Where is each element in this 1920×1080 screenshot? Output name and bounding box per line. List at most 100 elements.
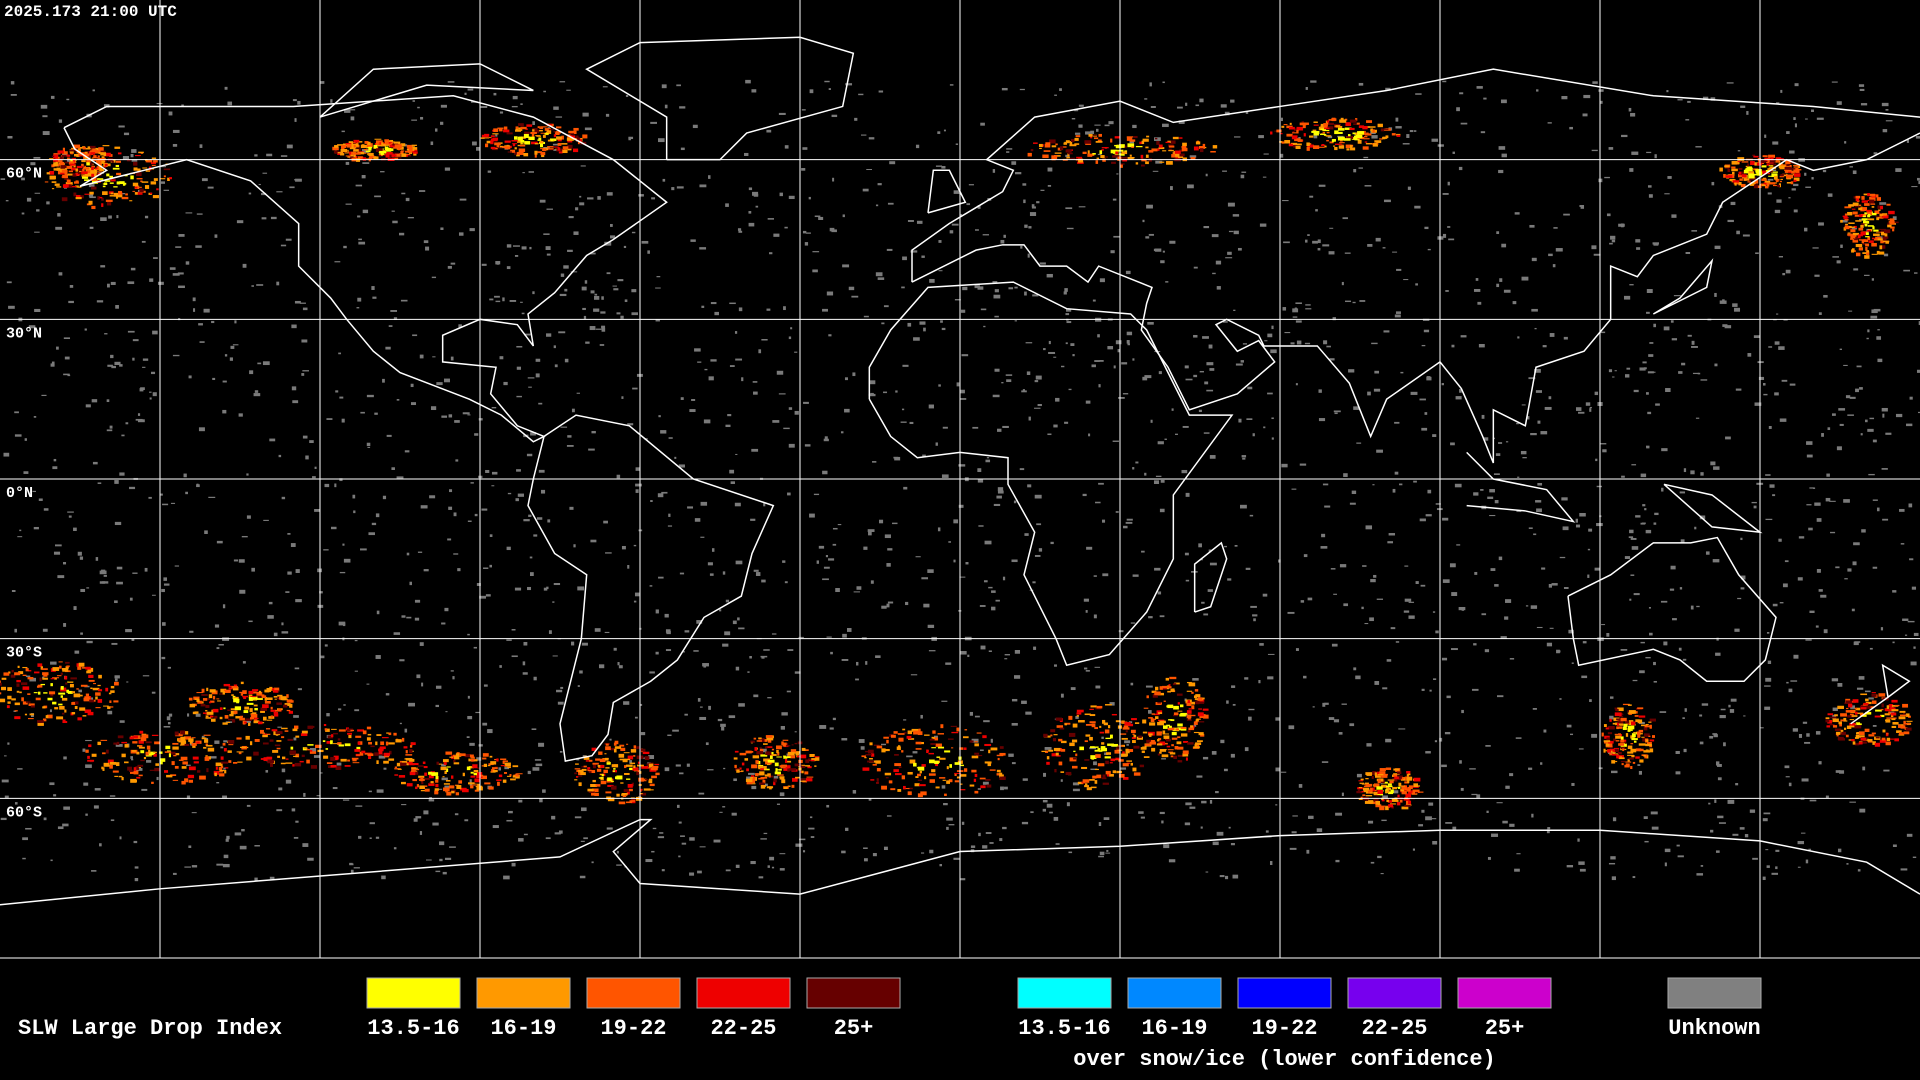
cloud-pixel (1002, 425, 1009, 429)
cloud-pixel (1196, 740, 1203, 743)
cloud-pixel (1646, 289, 1653, 294)
cloud-pixel (1388, 804, 1394, 808)
cloud-pixel (1106, 849, 1109, 852)
cloud-pixel (629, 767, 634, 771)
cloud-pixel (988, 650, 992, 652)
cloud-pixel (96, 155, 100, 158)
cloud-pixel (725, 869, 731, 872)
cloud-pixel (965, 561, 969, 565)
cloud-pixel (1381, 784, 1387, 788)
cloud-pixel (109, 795, 116, 797)
cloud-pixel (315, 744, 322, 749)
cloud-pixel (783, 306, 786, 311)
cloud-pixel (141, 240, 146, 243)
cloud-pixel (220, 688, 227, 693)
cloud-pixel (295, 569, 300, 573)
cloud-pixel (1389, 780, 1394, 784)
cloud-pixel (129, 736, 134, 740)
cloud-pixel (1509, 773, 1514, 777)
cloud-pixel (86, 670, 92, 674)
cloud-pixel (1852, 741, 1856, 745)
cloud-pixel (1627, 754, 1634, 756)
cloud-pixel (72, 157, 76, 160)
cloud-pixel (217, 700, 221, 702)
cloud-pixel (11, 698, 16, 701)
cloud-pixel (334, 483, 337, 488)
cloud-pixel (527, 377, 535, 379)
cloud-pixel (1654, 512, 1659, 516)
cloud-pixel (453, 759, 456, 762)
cloud-pixel (1831, 678, 1839, 682)
cloud-pixel (1158, 371, 1162, 375)
cloud-pixel (1432, 434, 1437, 438)
cloud-pixel (236, 737, 242, 740)
cloud-pixel (393, 632, 401, 635)
cloud-pixel (1099, 360, 1104, 362)
cloud-pixel (1417, 791, 1424, 793)
cloud-pixel (794, 671, 801, 674)
cloud-pixel (1872, 439, 1877, 443)
cloud-pixel (492, 825, 499, 829)
cloud-pixel (97, 698, 103, 703)
cloud-pixel (1167, 749, 1174, 751)
cloud-pixel (136, 191, 143, 195)
cloud-pixel (1148, 733, 1153, 736)
cloud-pixel (1820, 594, 1827, 598)
cloud-pixel (1591, 149, 1598, 152)
cloud-pixel (1696, 605, 1700, 608)
cloud-pixel (1616, 754, 1620, 759)
cloud-pixel (50, 693, 54, 697)
cloud-pixel (424, 785, 428, 787)
cloud-pixel (815, 757, 820, 761)
cloud-pixel (914, 783, 920, 787)
cloud-pixel (809, 816, 813, 819)
cloud-pixel (686, 763, 690, 767)
cloud-pixel (258, 721, 263, 725)
cloud-pixel (545, 246, 551, 250)
cloud-pixel (106, 429, 113, 432)
cloud-pixel (898, 766, 902, 768)
cloud-pixel (185, 212, 193, 214)
cloud-pixel (1630, 721, 1636, 726)
cloud-pixel (553, 583, 561, 586)
cloud-pixel (366, 394, 374, 398)
cloud-pixel (1101, 742, 1105, 745)
cloud-pixel (1816, 518, 1822, 522)
cloud-pixel (289, 186, 295, 189)
cloud-pixel (1105, 737, 1111, 740)
cloud-pixel (581, 807, 587, 812)
cloud-pixel (88, 674, 94, 678)
cloud-pixel (1174, 746, 1179, 750)
cloud-pixel (813, 493, 820, 496)
cloud-pixel (110, 179, 116, 182)
cloud-pixel (738, 703, 745, 707)
cloud-pixel (1481, 414, 1485, 419)
cloud-pixel (1695, 417, 1700, 419)
cloud-pixel (705, 742, 709, 746)
cloud-pixel (1865, 701, 1872, 705)
cloud-pixel (627, 755, 634, 760)
cloud-pixel (1884, 713, 1890, 716)
cloud-pixel (786, 760, 792, 763)
cloud-pixel (94, 150, 102, 153)
cloud-pixel (344, 765, 351, 767)
cloud-pixel (380, 741, 385, 746)
cloud-pixel (109, 706, 114, 708)
cloud-pixel (374, 412, 378, 415)
cloud-pixel (1620, 649, 1628, 651)
cloud-pixel (1176, 741, 1182, 745)
cloud-pixel (80, 632, 83, 635)
cloud-pixel (1683, 748, 1687, 753)
cloud-pixel (338, 744, 344, 747)
cloud-pixel (244, 721, 247, 724)
cloud-pixel (87, 759, 95, 762)
cloud-pixel (867, 529, 875, 532)
cloud-pixel (774, 762, 779, 767)
cloud-pixel (1699, 515, 1706, 520)
cloud-pixel (1653, 243, 1659, 246)
cloud-pixel (401, 192, 406, 195)
cloud-pixel (262, 361, 270, 366)
cloud-pixel (114, 521, 122, 526)
cloud-pixel (789, 768, 797, 771)
cloud-pixel (1632, 761, 1636, 764)
